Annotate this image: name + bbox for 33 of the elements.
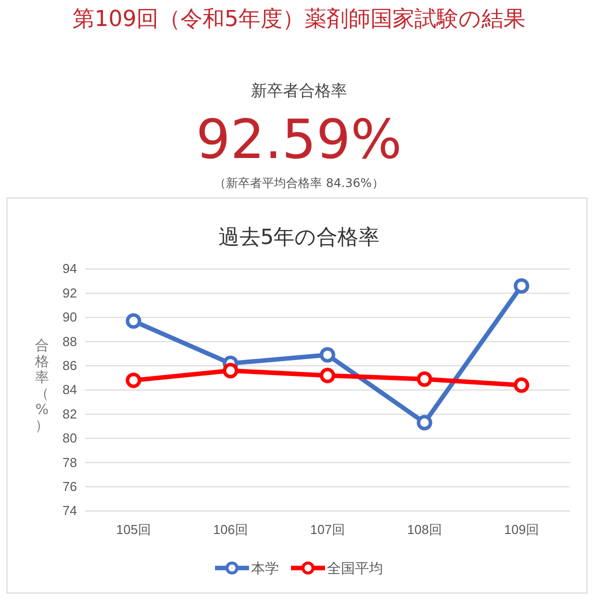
x-tick-label: 108回 xyxy=(407,522,442,538)
point xyxy=(126,313,142,329)
y-tick-label: 78 xyxy=(62,454,77,470)
point xyxy=(320,368,336,384)
text: 新卒者合格率 xyxy=(251,81,347,100)
text: 92.59% xyxy=(196,108,402,171)
point xyxy=(514,278,530,294)
y-tick-label: 92 xyxy=(62,285,77,300)
y-tick-label: 86 xyxy=(62,358,77,373)
x-tick-label: 107回 xyxy=(310,522,345,538)
point xyxy=(320,347,336,363)
y-tick-label: 80 xyxy=(62,430,77,446)
y-axis-title: 合格率（%） xyxy=(35,338,49,434)
y-tick-label: 82 xyxy=(62,406,77,422)
x-tick-label: 106回 xyxy=(213,522,248,538)
y-tick-label: 88 xyxy=(62,334,77,349)
y-tick-label: 84 xyxy=(62,382,77,398)
point xyxy=(416,414,432,430)
y-tick-label: 94 xyxy=(62,261,77,276)
point xyxy=(416,371,432,387)
point xyxy=(222,362,238,378)
legend-label: 全国平均 xyxy=(327,561,383,577)
y-tick-label: 74 xyxy=(62,503,77,518)
legend-label: 本学 xyxy=(251,561,279,577)
y-tick-label: 90 xyxy=(62,310,77,325)
y-tick-label: 76 xyxy=(62,478,77,494)
text: （新卒者平均合格率 84.36%） xyxy=(214,176,384,190)
x-tick-label: 105回 xyxy=(116,522,151,538)
text: 第109回（令和5年度）薬剤師国家試験の結果 xyxy=(72,7,526,32)
point xyxy=(126,372,142,388)
point xyxy=(514,377,530,393)
chart-title: 過去5年の合格率 xyxy=(218,225,380,249)
x-tick-label: 109回 xyxy=(504,522,539,538)
